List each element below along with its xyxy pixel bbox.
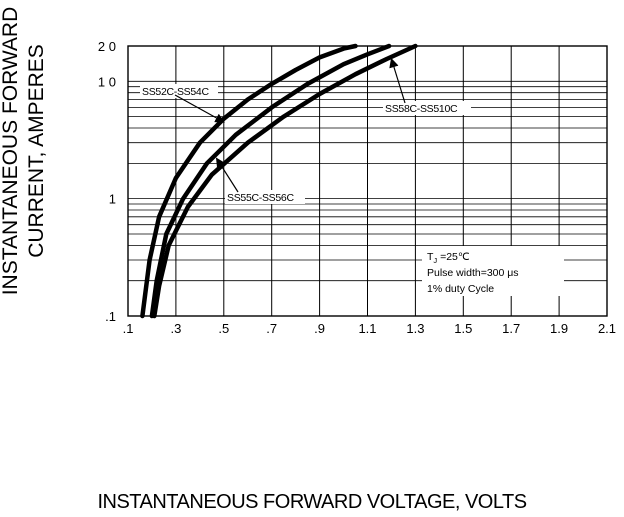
conditions-box-bg: [422, 246, 564, 296]
x-tick-label: 1.9: [550, 321, 568, 336]
x-tick-label: 2.1: [598, 321, 616, 336]
condition-temperature: TJ =25℃: [427, 251, 470, 265]
annotation-arrow: [389, 57, 406, 104]
conditions-box: TJ =25℃ Pulse width=300 μs 1% duty Cycle: [422, 246, 564, 296]
plot-frame: [127, 45, 608, 317]
y-axis-label-line-1: INSTANTANEOUS FORWARD: [0, 6, 22, 296]
annotation-label-bg: [383, 101, 471, 115]
x-axis-label: INSTANTANEOUS FORWARD VOLTAGE, VOLTS: [97, 491, 527, 513]
x-tick-label: .5: [218, 321, 229, 336]
x-tick-label: .9: [314, 321, 325, 336]
x-tick-label: 1.5: [454, 321, 472, 336]
x-tick-label: .1: [123, 321, 134, 336]
y-tick-label: 2 0: [98, 39, 116, 54]
annotation-arrow: [215, 157, 239, 193]
condition-duty-cycle: 1% duty Cycle: [427, 283, 494, 295]
series-curve: [152, 43, 418, 319]
series-layer: [140, 43, 418, 319]
annotation-label-bg: [225, 190, 305, 204]
annotation-arrow: [174, 94, 225, 123]
y-axis-label-line-2: CURRENT, AMPERES: [25, 44, 48, 258]
x-tick-label: .7: [266, 321, 277, 336]
tick-labels: .1 .3 .5 .7 .9 1.1 1.3 1.5 1.7 1.9 2.1 .1 1 1 0 2 0: [98, 39, 616, 336]
y-tick-label: 1 0: [98, 74, 116, 89]
y-axis-label: INSTANTANEOUS FORWARD CURRENT, AMPERES: [0, 0, 50, 321]
x-tick-label: 1.1: [358, 321, 376, 336]
series-curve: [149, 43, 392, 319]
annotation-label: SS58C-SS510C: [385, 103, 458, 115]
x-tick-label: 1.3: [406, 321, 424, 336]
x-tick-label: .3: [170, 321, 181, 336]
annotation-label: SS55C-SS56C: [227, 192, 294, 204]
x-tick-label: 1.7: [502, 321, 520, 336]
annotation-label-bg: [140, 84, 218, 98]
series-curve: [140, 43, 358, 319]
annotations: SS52C-SS54C SS58C-SS510C SS55C-SS56C: [140, 57, 471, 204]
y-tick-label: 1: [109, 192, 116, 207]
condition-pulse-width: Pulse width=300 μs: [427, 267, 519, 279]
y-tick-label: .1: [105, 309, 116, 324]
annotation-label: SS52C-SS54C: [142, 86, 209, 98]
